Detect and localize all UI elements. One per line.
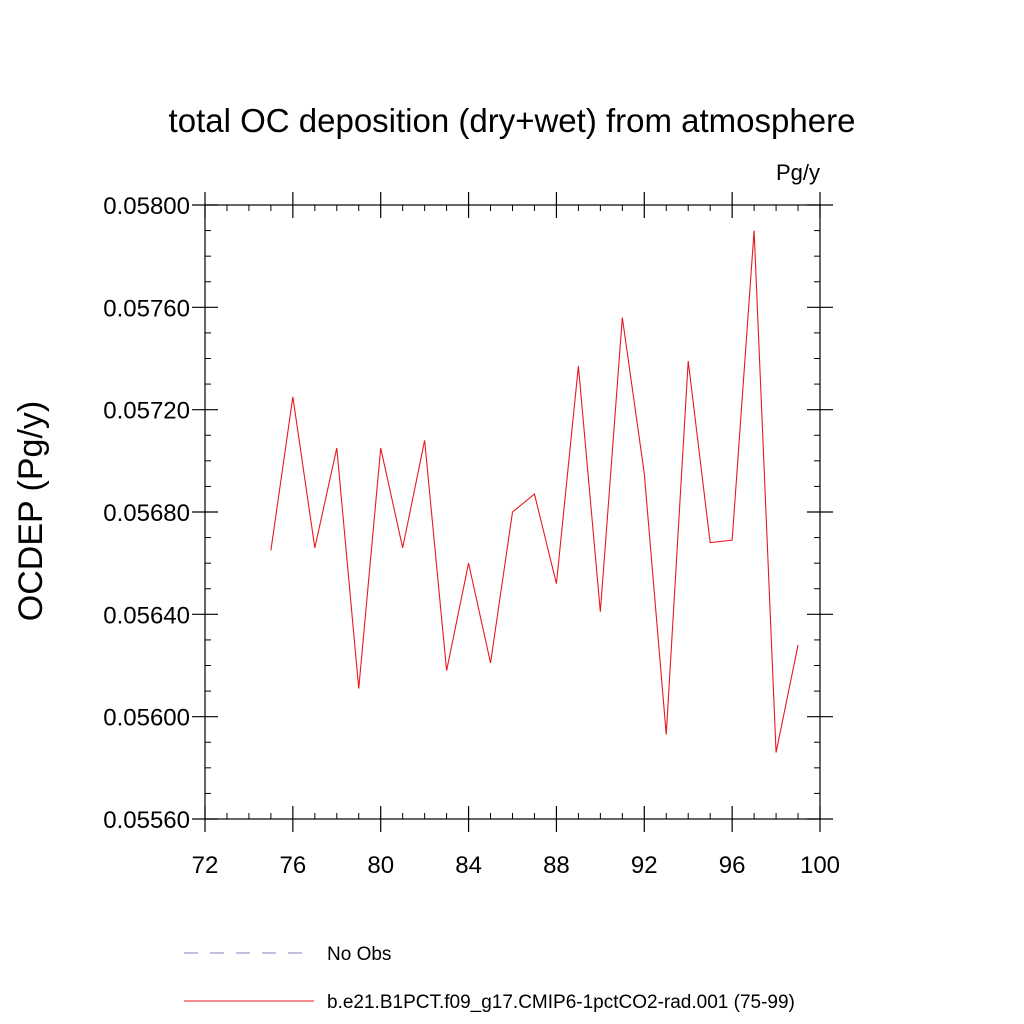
x-tick-label: 80 (367, 852, 394, 879)
y-tick-label: 0.05600 (103, 705, 190, 732)
x-tick-label: 72 (192, 852, 219, 879)
chart-title: total OC deposition (dry+wet) from atmos… (169, 102, 856, 139)
units-label: Pg/y (776, 160, 820, 185)
y-tick-label: 0.05680 (103, 500, 190, 527)
x-tick-label: 76 (280, 852, 307, 879)
legend: No Obs b.e21.B1PCT.f09_g17.CMIP6-1pctCO2-… (184, 944, 795, 1013)
y-tick-label: 0.05800 (103, 193, 190, 220)
axis-ticks (192, 192, 833, 832)
y-axis-label: OCDEP (Pg/y) (12, 401, 50, 621)
x-tick-label: 88 (543, 852, 570, 879)
x-tick-label: 84 (455, 852, 482, 879)
series-line (270, 230, 799, 753)
x-tick-label: 96 (719, 852, 746, 879)
series-layer (270, 230, 799, 753)
legend-label: b.e21.B1PCT.f09_g17.CMIP6-1pctCO2-rad.00… (327, 992, 795, 1013)
y-tick-label: 0.05760 (103, 295, 190, 322)
axis-tick-labels: 72 76 80 84 88 92 96 100 0.05560 0.05600 0.05640 0.… (103, 193, 840, 879)
x-tick-label: 92 (631, 852, 658, 879)
y-tick-label: 0.05560 (103, 807, 190, 834)
y-tick-label: 0.05640 (103, 602, 190, 629)
legend-label: No Obs (327, 944, 391, 965)
x-tick-label: 100 (800, 852, 840, 879)
y-tick-label: 0.05720 (103, 398, 190, 425)
